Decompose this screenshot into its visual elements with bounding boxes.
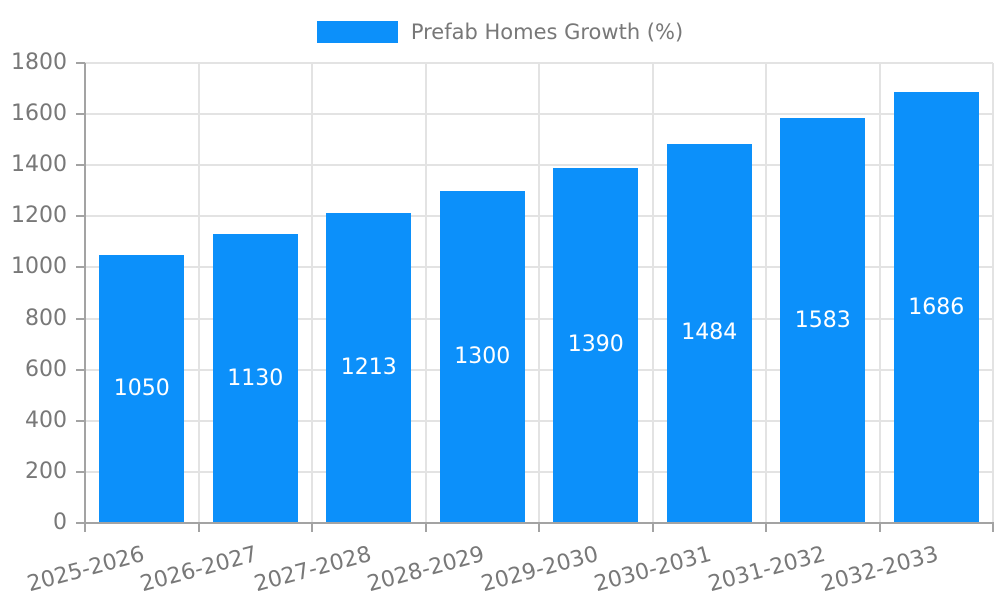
bar xyxy=(99,254,185,523)
y-tick-label: 1200 xyxy=(11,203,67,229)
x-tick-label: 2027-2028 xyxy=(251,541,374,598)
x-tick-label: 2025-2026 xyxy=(24,541,147,598)
y-axis-tick xyxy=(76,368,85,371)
bar-value-label: 1686 xyxy=(908,294,965,320)
bar xyxy=(212,234,298,523)
x-axis-tick xyxy=(651,523,654,532)
y-tick-label: 0 xyxy=(53,510,67,535)
bar xyxy=(326,213,412,523)
bar-value-label: 1130 xyxy=(227,365,284,391)
bar xyxy=(666,143,752,523)
bar xyxy=(553,167,639,523)
x-axis-tick xyxy=(424,523,427,532)
bar-value-label: 1583 xyxy=(794,307,851,333)
y-tick-label: 1000 xyxy=(11,254,67,280)
gridline-vertical xyxy=(992,63,994,523)
y-tick-label: 1600 xyxy=(11,101,67,127)
x-axis-tick xyxy=(765,523,767,532)
y-tick-label: 1400 xyxy=(11,152,67,178)
x-axis-line xyxy=(84,522,994,524)
x-axis-tick xyxy=(878,523,881,532)
y-axis-tick xyxy=(76,62,85,64)
bar xyxy=(780,118,866,523)
x-tick-label: 2031-2032 xyxy=(705,541,828,598)
x-axis-tick xyxy=(992,523,994,532)
x-tick-label: 2026-2027 xyxy=(137,541,261,598)
bar-value-label: 1484 xyxy=(681,320,738,346)
gridline-vertical xyxy=(311,63,313,523)
legend-swatch xyxy=(316,21,398,43)
y-tick-label: 1800 xyxy=(11,50,67,75)
bar-value-label: 1390 xyxy=(567,332,624,358)
y-axis-tick xyxy=(76,215,85,218)
x-tick-label: 2029-2030 xyxy=(478,541,601,598)
x-axis-tick xyxy=(311,523,313,532)
y-axis-tick xyxy=(76,419,85,422)
bar-value-label: 1050 xyxy=(113,375,170,401)
x-tick-label: 2028-2029 xyxy=(364,541,488,598)
gridline-vertical xyxy=(878,63,881,523)
bar-value-label: 1300 xyxy=(454,343,511,369)
bar xyxy=(439,190,525,523)
x-tick-label: 2030-2031 xyxy=(591,541,715,598)
y-axis-tick xyxy=(76,266,85,269)
y-axis-line xyxy=(84,63,86,524)
y-axis-tick xyxy=(76,522,85,524)
gridline-vertical xyxy=(197,63,200,523)
bar xyxy=(893,92,979,523)
x-axis-tick xyxy=(197,523,200,532)
gridline-vertical xyxy=(765,63,767,523)
y-tick-label: 200 xyxy=(25,458,67,484)
legend: Prefab Homes Growth (%) xyxy=(0,20,1000,44)
gridline-vertical xyxy=(538,63,540,523)
y-axis-tick xyxy=(76,113,85,116)
gridline-vertical xyxy=(424,63,427,523)
x-tick-label: 2032-2033 xyxy=(818,541,942,598)
x-axis-tick xyxy=(84,523,86,532)
y-axis-tick xyxy=(76,317,85,320)
gridline-vertical xyxy=(651,63,654,523)
y-axis-tick xyxy=(76,164,85,167)
y-tick-label: 800 xyxy=(25,305,67,331)
y-tick-label: 600 xyxy=(25,356,67,382)
legend-label: Prefab Homes Growth (%) xyxy=(410,20,684,44)
y-tick-label: 400 xyxy=(25,407,67,433)
bar-value-label: 1213 xyxy=(340,355,397,380)
x-axis-tick xyxy=(538,523,540,532)
y-axis-tick xyxy=(76,470,85,473)
